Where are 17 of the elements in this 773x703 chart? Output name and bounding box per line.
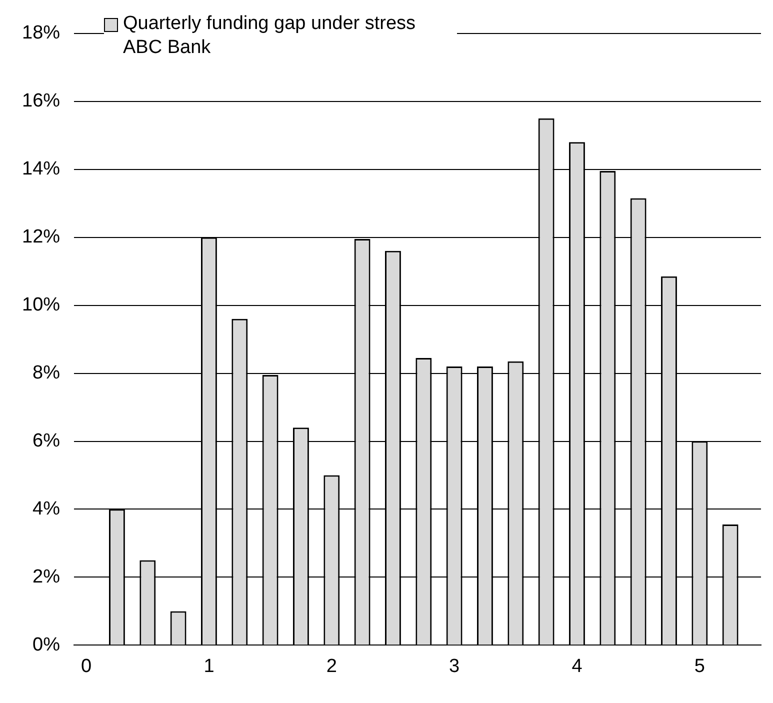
y-tick-label: 8%	[32, 362, 60, 384]
y-tick-label: 16%	[22, 90, 60, 112]
y-tick-label: 14%	[22, 158, 60, 180]
y-tick-label: 4%	[32, 498, 60, 520]
y-tick-label: 0%	[32, 634, 60, 656]
x-tick-label: 3	[449, 656, 460, 677]
y-tick-label: 10%	[22, 294, 60, 316]
legend-label: Quarterly funding gap under stress ABC Bank	[123, 12, 417, 60]
x-tick-label: 1	[204, 656, 214, 677]
y-tick-label: 18%	[22, 22, 60, 44]
y-tick-label: 12%	[22, 226, 60, 248]
x-tick-label: 4	[572, 656, 583, 677]
y-tick-label: 6%	[32, 430, 60, 452]
x-tick-label: 0	[81, 656, 92, 677]
x-tick-label: 2	[326, 656, 337, 677]
y-tick-label: 2%	[32, 566, 60, 588]
x-tick-label: 5	[694, 656, 705, 677]
